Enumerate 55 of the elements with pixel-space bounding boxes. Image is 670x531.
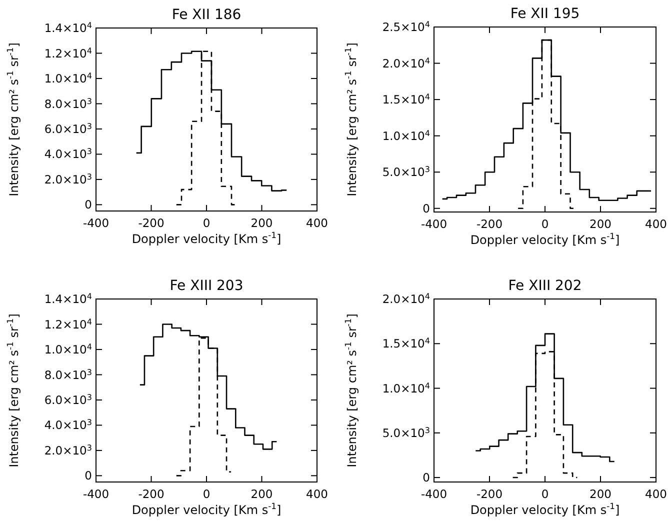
x-tick-label: -200 [138,487,164,501]
y-tick-label: 4.0×10$^{3}$ [44,146,92,162]
x-tick-label: -400 [420,487,448,501]
y-tick-label: 0 [422,201,430,216]
y-tick-label: 2.0×10$^{4}$ [382,292,430,306]
x-tick-label: 0 [541,487,549,501]
x-tick-label: -400 [420,217,448,231]
y-tick-label: 2.0×10$^{3}$ [44,172,92,186]
y-tick-label: 0 [84,198,92,212]
y-tick-label: 1.5×10$^{4}$ [382,92,430,107]
y-tick-label: 6.0×10$^{3}$ [44,121,92,136]
y-tick-label: 1.4×10$^{4}$ [44,292,92,306]
y-tick-label: 1.0×10$^{4}$ [382,380,430,396]
y-tick-label: 1.0×10$^{4}$ [44,342,92,357]
y-tick-label: 1.5×10$^{4}$ [382,336,430,351]
x-tick-label: 400 [645,487,667,501]
chart-title: Fe XIII 202 [508,278,582,294]
x-axis-title: Doppler velocity [Km s$^{-1}$] [470,231,620,247]
chart-title: Fe XII 186 [172,7,242,23]
y-tick-label: 8.0×10$^{3}$ [44,96,92,111]
x-tick-label: -200 [476,217,503,231]
y-tick-label: 6.0×10$^{3}$ [44,392,92,407]
x-tick-label: 200 [250,216,273,230]
y-tick-label: 1.2×10$^{4}$ [44,316,92,332]
y-tick-label: 2.0×10$^{4}$ [382,56,430,70]
x-tick-label: 400 [306,487,328,501]
x-tick-label: 400 [645,217,667,231]
y-tick-label: 1.0×10$^{4}$ [382,128,430,143]
y-tick-label: 0 [422,470,430,485]
x-tick-label: -200 [138,216,164,230]
y-tick-label: 2.0×10$^{3}$ [44,442,92,458]
y-tick-label: 8.0×10$^{3}$ [44,367,92,382]
x-tick-label: 400 [306,216,328,230]
y-tick-label: 1.0×10$^{4}$ [44,71,92,86]
x-axis-title: Doppler velocity [Km s$^{-1}$] [132,230,282,246]
y-tick-label: 1.2×10$^{4}$ [44,46,92,60]
x-tick-label: -400 [82,216,110,230]
y-tick-label: 1.4×10$^{4}$ [44,20,92,36]
y-tick-label: 0 [84,468,92,483]
x-tick-label: -200 [476,487,503,501]
x-tick-label: 200 [590,217,612,231]
x-tick-label: 0 [541,217,549,231]
chart-title: Fe XII 195 [510,6,580,22]
x-tick-label: 200 [250,487,273,501]
x-tick-label: 0 [202,487,210,501]
x-axis-title: Doppler velocity [Km s$^{-1}$] [132,501,282,517]
x-tick-label: 0 [202,216,210,230]
x-tick-label: 200 [590,487,612,501]
y-tick-label: 5.0×10$^{3}$ [382,425,430,440]
y-tick-label: 4.0×10$^{3}$ [44,418,92,432]
y-tick-label: 5.0×10$^{3}$ [382,164,430,180]
chart-title: Fe XIII 203 [170,278,244,294]
x-tick-label: -400 [82,487,110,501]
x-axis-title: Doppler velocity [Km s$^{-1}$] [470,501,620,517]
y-tick-label: 2.5×10$^{4}$ [382,20,430,34]
